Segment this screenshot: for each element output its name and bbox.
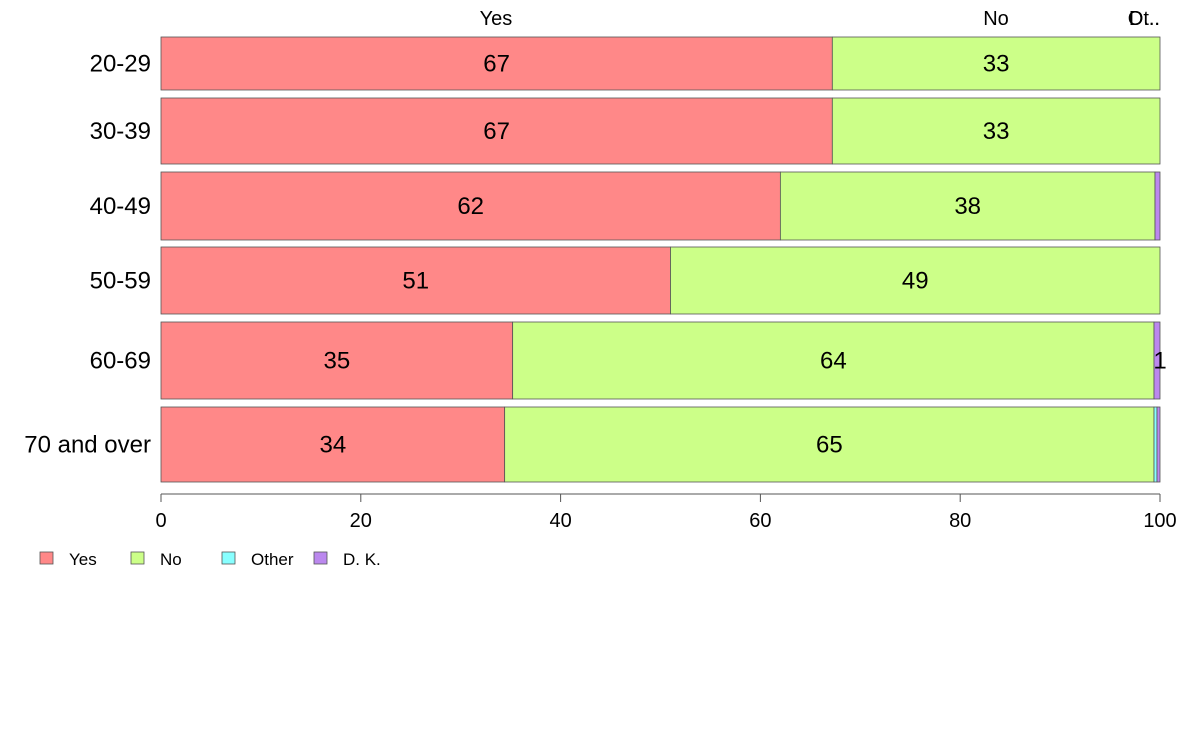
bar-40-49-yes [160, 171, 781, 241]
top-label-no: No [983, 8, 1009, 30]
y-label-30-39: 30-39 [90, 118, 151, 145]
legend-label-d-k: D. K. [343, 550, 381, 569]
x-tick-label-40: 40 [549, 510, 571, 532]
value-label-20-29-yes: 67 [483, 51, 510, 78]
y-label-60-69: 60-69 [90, 348, 151, 375]
value-label-40-49-no: 38 [954, 193, 981, 220]
top-labels: Yes No Ot..D... [480, 8, 1160, 30]
value-label-60-69-no: 64 [820, 348, 847, 375]
y-label-50-59: 50-59 [90, 268, 151, 295]
bar-40-49-no [779, 171, 1156, 241]
y-label-40-49: 40-49 [90, 193, 151, 220]
bar-70-and-over-d-k [1156, 406, 1161, 483]
legend-swatch-no [130, 551, 145, 565]
value-label-20-29-no: 33 [983, 51, 1010, 78]
x-axis: 0 20 40 60 80 100 [155, 493, 1177, 532]
x-tick-label-0: 0 [155, 510, 166, 532]
bar-70-and-over-other [1153, 406, 1158, 483]
value-label-70-and-over-no: 65 [816, 432, 843, 459]
top-label-ot: Ot.. [1128, 8, 1160, 30]
value-label-40-49-yes: 62 [457, 193, 484, 220]
bar-70-and-over-no [504, 406, 1155, 483]
bar-50-59-yes [160, 246, 671, 315]
legend: Yes No Other D. K. [39, 550, 381, 569]
y-axis-labels: 20-29 30-39 40-49 50-59 60-69 70 and over [24, 51, 151, 459]
top-label-d: D... [1129, 8, 1160, 30]
x-tick-label-80: 80 [949, 510, 971, 532]
x-tick-label-20: 20 [350, 510, 372, 532]
x-tick-label-100: 100 [1143, 510, 1176, 532]
legend-label-other: Other [251, 550, 294, 569]
value-label-60-69-d-k: 1 [1153, 348, 1166, 375]
legend-swatch-other [221, 551, 236, 565]
value-label-30-39-no: 33 [983, 118, 1010, 145]
value-labels: 67 33 67 33 62 38 51 49 35 64 1 34 65 [319, 51, 1166, 459]
value-label-60-69-yes: 35 [323, 348, 350, 375]
bar-30-39-no [831, 97, 1161, 165]
bar-60-69-d-k [1153, 321, 1161, 400]
bar-50-59-no [670, 246, 1161, 315]
x-tick-label-60: 60 [749, 510, 771, 532]
legend-swatch-d-k [313, 551, 328, 565]
bars [160, 36, 1161, 483]
legend-label-no: No [160, 550, 182, 569]
legend-swatch-yes [39, 551, 54, 565]
value-label-30-39-yes: 67 [483, 118, 510, 145]
top-label-yes: Yes [480, 8, 513, 30]
legend-label-yes: Yes [69, 550, 97, 569]
bar-70-and-over-yes [160, 406, 506, 483]
bar-60-69-yes [160, 321, 514, 400]
bar-20-29-no [831, 36, 1161, 91]
y-label-20-29: 20-29 [90, 51, 151, 78]
y-label-70-and-over: 70 and over [24, 432, 151, 459]
bar-60-69-no [512, 321, 1155, 400]
bar-40-49-d-k [1154, 171, 1161, 241]
value-label-50-59-no: 49 [902, 268, 929, 295]
value-label-70-and-over-yes: 34 [319, 432, 346, 459]
value-label-50-59-yes: 51 [402, 268, 429, 295]
